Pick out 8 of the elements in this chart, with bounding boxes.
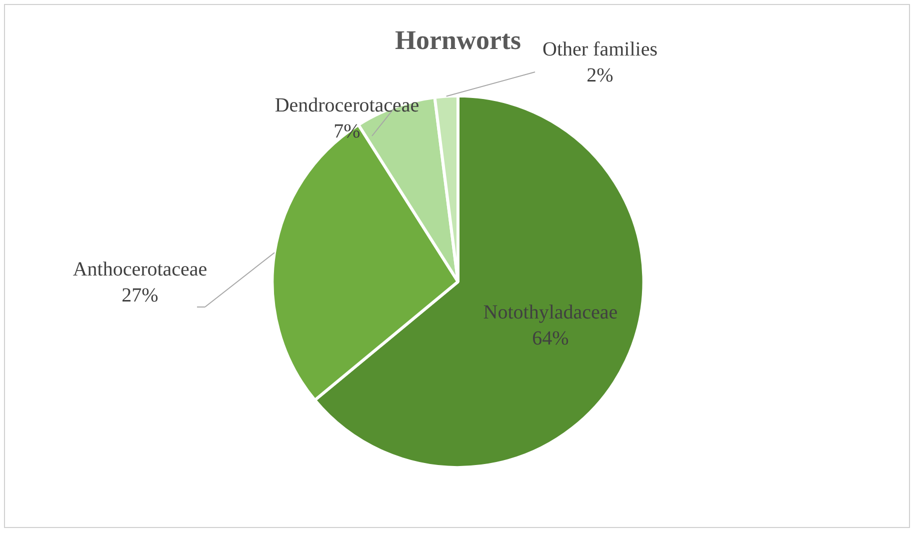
slice-label: Anthocerotaceae (72, 258, 208, 280)
slice-label: Notothyladaceae (483, 301, 618, 324)
data-label: 27% (122, 284, 158, 306)
slice-label: Dendrocerotaceae (274, 94, 420, 116)
chart-title: Hornworts (395, 25, 521, 56)
data-label: 2% (586, 64, 614, 86)
slice-label: Other families (542, 38, 658, 60)
data-label: 64% (532, 327, 569, 350)
